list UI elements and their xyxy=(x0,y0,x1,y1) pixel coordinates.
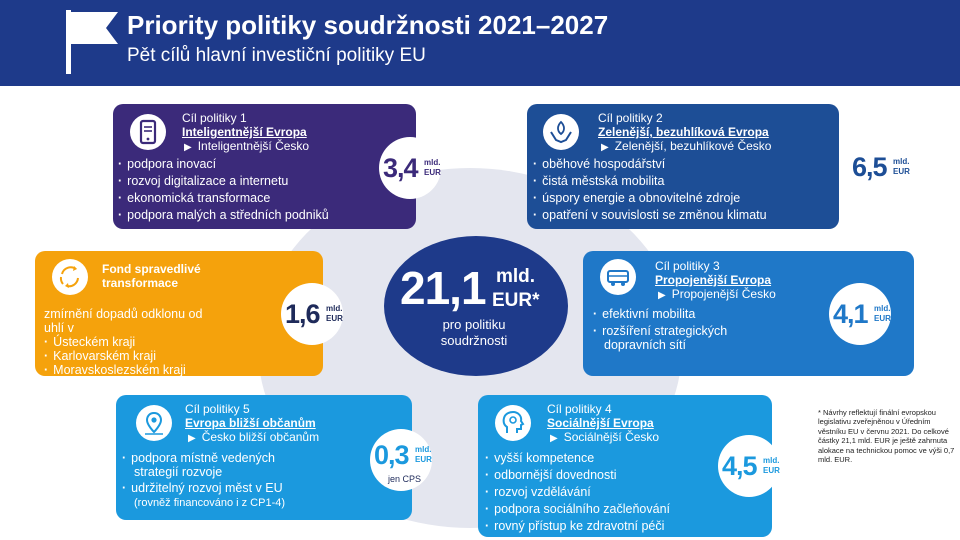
goal2-item: opatření v souvislosti se změnou klimatu xyxy=(533,208,766,222)
goal3-item: rozšíření strategických xyxy=(593,324,727,338)
head-icon xyxy=(495,405,531,441)
goal4-unit-eur: EUR xyxy=(763,466,780,475)
map-pin-icon xyxy=(136,405,172,441)
goal3-item: efektivní mobilita xyxy=(593,307,695,321)
goal1-label: Cíl politiky 1 xyxy=(182,111,247,125)
goal5-item: podpora místně vedených xyxy=(122,451,275,465)
header-banner: Priority politiky soudržnosti 2021–2027 … xyxy=(0,0,960,86)
goal4-item: rozvoj vzdělávání xyxy=(485,485,591,499)
fund-intro-line1: zmírnění dopadů odklonu od xyxy=(44,307,203,321)
goal1-unit-mld: mld. xyxy=(424,158,441,167)
goal1-unit-eur: EUR xyxy=(424,168,441,177)
goal4-name: Sociálnější Evropa xyxy=(547,416,654,430)
fund-item: Moravskoslezském kraji xyxy=(44,363,186,377)
total-unit-eur: EUR* xyxy=(492,290,540,311)
goal5-unit-eur: EUR xyxy=(415,455,432,464)
goal5-label: Cíl politiky 5 xyxy=(185,402,250,416)
total-label-line1: pro politiku xyxy=(442,317,506,332)
goal1-amount-circle xyxy=(379,137,441,199)
goal2-name: Zelenější, bezuhlíková Evropa xyxy=(598,125,769,139)
goal3-label: Cíl politiky 3 xyxy=(655,259,720,273)
fund-item: Karlovarském kraji xyxy=(44,349,156,363)
goal4-unit-mld: mld. xyxy=(763,456,780,465)
goal5-note: (rovněž financováno i z CP1-4) xyxy=(134,497,286,509)
total-label-line2: soudržnosti xyxy=(440,333,508,348)
goal4-amount-circle xyxy=(718,435,780,497)
total-unit-mld: mld. xyxy=(496,266,536,287)
goal4-cz: Sociálnější Česko xyxy=(550,430,659,444)
goal5-extra: jen CPS xyxy=(388,474,422,484)
goal1-item: ekonomická transformace xyxy=(118,191,270,205)
goal3-amount-circle xyxy=(829,283,891,345)
goal5-cz: Česko bližší občanům xyxy=(188,430,319,444)
goal2-item: čistá městská mobilita xyxy=(533,174,664,188)
goal1-item: podpora malých a středních podniků xyxy=(118,208,329,222)
flag-icon xyxy=(66,10,118,74)
goal5-item: udržitelný rozvoj měst v EU xyxy=(122,481,282,495)
goal4-item: vyšší kompetence xyxy=(485,451,594,465)
goal2-item: úspory energie a obnovitelné zdroje xyxy=(533,191,740,205)
goal1-item: rozvoj digitalizace a internetu xyxy=(118,174,288,188)
goal4-amount: 4,5 xyxy=(722,451,758,481)
fund-unit-eur: EUR xyxy=(326,314,343,323)
goal3-unit-eur: EUR xyxy=(874,314,891,323)
goal2-cz: Zelenější, bezuhlíkové Česko xyxy=(601,139,772,153)
fund-amount-circle xyxy=(281,283,343,345)
goal3-name: Propojenější Evropa xyxy=(655,273,772,287)
tablet-icon xyxy=(130,114,166,150)
fund-item: Ústeckém kraji xyxy=(44,335,135,349)
goal2-unit-mld: mld. xyxy=(893,157,910,166)
goal1-item: podpora inovací xyxy=(118,157,216,171)
goal2-amount: 6,5 xyxy=(852,152,888,182)
fund-amount: 1,6 xyxy=(285,299,321,329)
total-amount-circle xyxy=(384,236,568,376)
goal3-amount: 4,1 xyxy=(833,299,869,329)
goal2-label: Cíl politiky 2 xyxy=(598,111,663,125)
goal5-amount-circle xyxy=(370,429,432,491)
fund-name-line1: Fond spravedlivé xyxy=(102,262,201,276)
page-subtitle: Pět cílů hlavní investiční politiky EU xyxy=(127,45,426,66)
goal5-name: Evropa bližší občanům xyxy=(185,416,316,430)
goal1-name: Inteligentnější Evropa xyxy=(182,125,307,139)
goal2-unit-eur: EUR xyxy=(893,167,910,176)
goal4-item: odbornější dovednosti xyxy=(485,468,616,482)
goal3-cz: Propojenější Česko xyxy=(658,287,776,301)
recycle-icon xyxy=(52,259,88,295)
goal3-item-cont: dopravních sítí xyxy=(604,338,686,352)
page-title: Priority politiky soudržnosti 2021–2027 xyxy=(127,10,609,40)
fund-intro-line2: uhlí v xyxy=(44,321,74,335)
goal3-unit-mld: mld. xyxy=(874,304,891,313)
fund-unit-mld: mld. xyxy=(326,304,343,313)
goal4-label: Cíl politiky 4 xyxy=(547,402,612,416)
goal5-item-cont: strategií rozvoje xyxy=(134,465,223,479)
hands-leaf-icon xyxy=(543,114,579,150)
goal1-cz: Inteligentnější Česko xyxy=(184,139,309,153)
goal2-amount-circle xyxy=(850,136,912,198)
goal1-amount: 3,4 xyxy=(383,153,419,183)
fund-name-line2: transformace xyxy=(102,276,179,290)
goal5-amount: 0,3 xyxy=(374,440,410,470)
goal2-item: oběhové hospodářství xyxy=(533,157,665,171)
goal5-unit-mld: mld. xyxy=(415,445,432,454)
bus-icon xyxy=(600,259,636,295)
goal4-item: podpora sociálního začleňování xyxy=(485,502,670,516)
total-amount: 21,1 xyxy=(400,262,487,314)
goal4-item: rovný přístup ke zdravotní péči xyxy=(485,519,664,533)
footnote: * Návrhy reflektují finální evropskou le… xyxy=(818,408,955,465)
